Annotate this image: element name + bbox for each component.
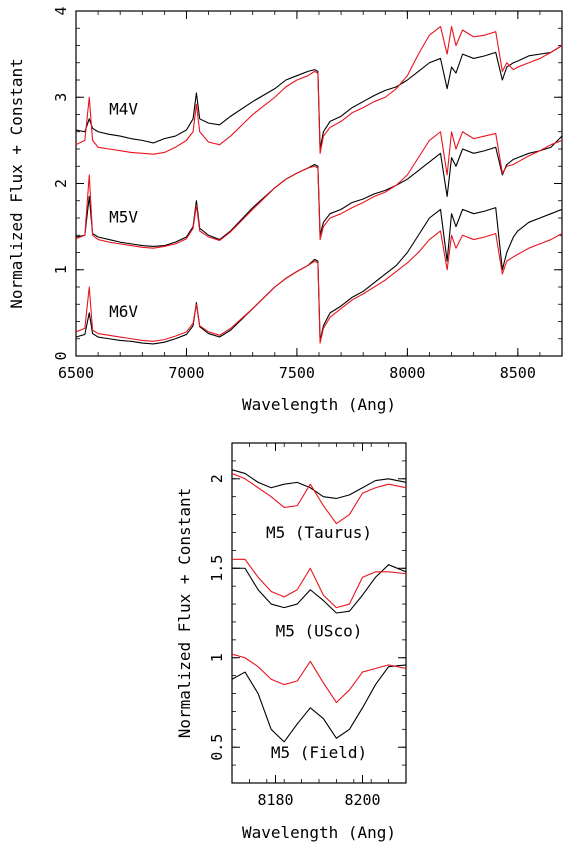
- y-tick-label: 0.5: [208, 734, 226, 761]
- spectrum-line-red: [232, 472, 406, 525]
- y-axis-label: Normalized Flux + Constant: [175, 488, 194, 738]
- y-tick-label: 1: [208, 653, 226, 662]
- spectrum-line-black: [76, 207, 562, 345]
- spectrum-line-black: [232, 564, 406, 614]
- spectrum-line-red: [232, 653, 406, 704]
- x-tick-label: 8200: [344, 791, 380, 809]
- y-tick-label: 1: [52, 265, 70, 274]
- y-tick-label: 0: [52, 351, 70, 360]
- y-tick-label: 2: [208, 474, 226, 483]
- spectrum-line-red: [232, 558, 406, 609]
- spectrum-line-black: [232, 664, 406, 743]
- spectrum-line-black: [232, 469, 406, 500]
- series-label: M4V: [109, 100, 138, 119]
- series-label: M5V: [109, 207, 138, 226]
- y-tick-label: 1.5: [208, 555, 226, 582]
- x-tick-label: 8500: [500, 364, 536, 382]
- x-tick-label: 7000: [168, 364, 204, 382]
- y-tick-label: 3: [52, 93, 70, 102]
- top-spectra-plot: 6500 7000 7500 8000 8500 0 1 2 3 4 Wavelength (Ang…: [7, 6, 563, 414]
- series-label: M6V: [109, 302, 138, 321]
- series-label: M5 (Taurus): [266, 523, 372, 542]
- spectrum-line-black: [76, 135, 562, 248]
- series-label: M5 (USco): [276, 621, 363, 640]
- y-axis-label: Normalized Flux + Constant: [7, 58, 26, 308]
- spectrum-line-red: [76, 25, 562, 155]
- spectrum-line-red: [76, 131, 562, 249]
- bottom-zoom-plot: 8180 8200 0.5 1 1.5 2 Wavelength (Ang) Normaliz…: [175, 442, 407, 842]
- x-tick-label: 6500: [58, 364, 94, 382]
- spectrum-line-red: [76, 230, 562, 344]
- y-tick-label: 4: [52, 6, 70, 15]
- x-axis-label: Wavelength (Ang): [242, 823, 396, 842]
- spectrum-line-black: [76, 45, 562, 150]
- x-tick-label: 8180: [257, 791, 293, 809]
- series-label: M5 (Field): [271, 743, 367, 762]
- y-tick-label: 2: [52, 179, 70, 188]
- x-tick-label: 7500: [279, 364, 315, 382]
- x-tick-label: 8000: [389, 364, 425, 382]
- x-axis-label: Wavelength (Ang): [242, 395, 396, 414]
